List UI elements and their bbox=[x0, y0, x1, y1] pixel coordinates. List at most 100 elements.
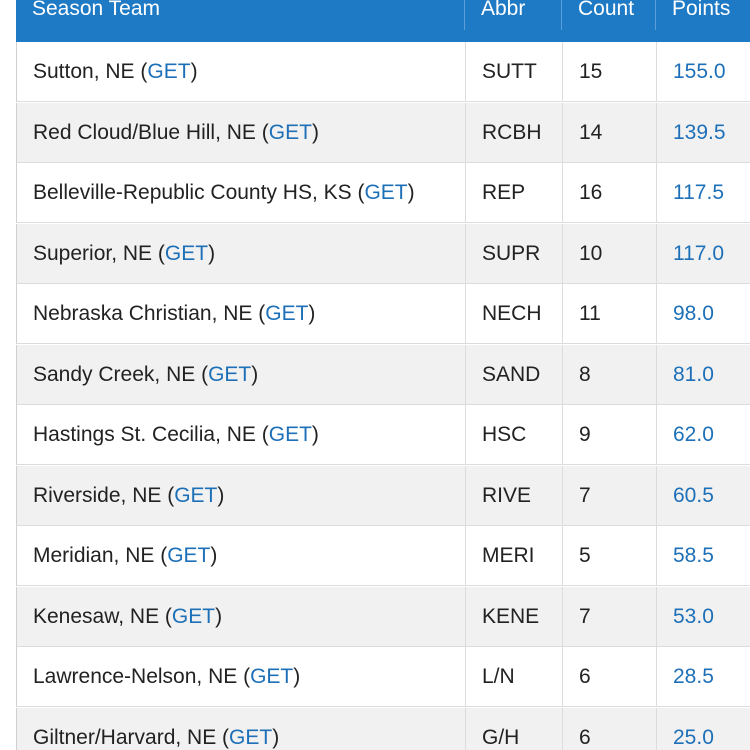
column-header: Abbr bbox=[464, 0, 561, 30]
table-row: Red Cloud/Blue Hill, NE (GET) RCBH 14 139.5 bbox=[16, 102, 750, 163]
points-cell: 25.0 bbox=[656, 707, 750, 750]
close-paren: ) bbox=[407, 181, 415, 204]
count-cell: 5 bbox=[562, 526, 656, 586]
get-link[interactable]: GET bbox=[250, 665, 294, 688]
team-name: Riverside, NE ( bbox=[33, 483, 175, 507]
points-cell: 155.0 bbox=[656, 42, 750, 102]
count-cell: 10 bbox=[562, 223, 656, 284]
team-cell: Hastings St. Cecilia, NE (GET) bbox=[17, 405, 465, 465]
close-paren: ) bbox=[272, 725, 280, 749]
get-link[interactable]: GET bbox=[147, 60, 191, 83]
abbr-cell: SUPR bbox=[465, 223, 562, 284]
count-cell: 15 bbox=[562, 42, 656, 102]
close-paren: ) bbox=[251, 362, 259, 386]
count-cell: 7 bbox=[562, 465, 656, 526]
close-paren: ) bbox=[311, 120, 319, 144]
team-cell: Belleville-Republic County HS, KS (GET) bbox=[17, 163, 465, 223]
team-cell: Superior, NE (GET) bbox=[17, 224, 465, 284]
table-row: Nebraska Christian, NE (GET) NECH 11 98.0 bbox=[16, 284, 750, 344]
team-cell: Red Cloud/Blue Hill, NE (GET) bbox=[17, 103, 465, 163]
column-header: Count bbox=[561, 0, 655, 30]
get-link[interactable]: GET bbox=[364, 181, 408, 204]
team-name: Kenesaw, NE ( bbox=[33, 604, 172, 628]
team-cell: Giltner/Harvard, NE (GET) bbox=[17, 708, 465, 750]
points-cell: 62.0 bbox=[656, 405, 750, 465]
team-name: Belleville-Republic County HS, KS ( bbox=[33, 181, 365, 204]
table-row: Belleville-Republic County HS, KS (GET) R… bbox=[16, 163, 750, 223]
table-row: Riverside, NE (GET) RIVE 7 60.5 bbox=[16, 465, 750, 526]
get-link[interactable]: GET bbox=[229, 725, 273, 749]
get-link[interactable]: GET bbox=[167, 544, 211, 567]
team-name: Sutton, NE ( bbox=[33, 60, 148, 83]
team-cell: Lawrence-Nelson, NE (GET) bbox=[17, 647, 465, 707]
close-paren: ) bbox=[190, 60, 198, 83]
table-row: Kenesaw, NE (GET) KENE 7 53.0 bbox=[16, 586, 750, 647]
table-row: Sandy Creek, NE (GET) SAND 8 81.0 bbox=[16, 344, 750, 405]
close-paren: ) bbox=[293, 665, 301, 688]
team-cell: Sutton, NE (GET) bbox=[17, 42, 465, 102]
count-cell: 16 bbox=[562, 163, 656, 223]
abbr-cell: RCBH bbox=[465, 102, 562, 163]
abbr-cell: SUTT bbox=[465, 42, 562, 102]
count-cell: 6 bbox=[562, 707, 656, 750]
get-link[interactable]: GET bbox=[265, 302, 309, 325]
close-paren: ) bbox=[215, 604, 223, 628]
team-name: Hastings St. Cecilia, NE ( bbox=[33, 423, 269, 446]
abbr-cell: REP bbox=[465, 163, 562, 223]
close-paren: ) bbox=[208, 241, 216, 265]
points-cell: 81.0 bbox=[656, 344, 750, 405]
abbr-cell: RIVE bbox=[465, 465, 562, 526]
abbr-cell: NECH bbox=[465, 284, 562, 344]
abbr-cell: L/N bbox=[465, 647, 562, 707]
count-cell: 9 bbox=[562, 405, 656, 465]
team-cell: Nebraska Christian, NE (GET) bbox=[17, 284, 465, 344]
count-cell: 6 bbox=[562, 647, 656, 707]
points-cell: 53.0 bbox=[656, 586, 750, 647]
table-row: Giltner/Harvard, NE (GET) G/H 6 25.0 bbox=[16, 707, 750, 750]
team-cell: Meridian, NE (GET) bbox=[17, 526, 465, 586]
team-cell: Riverside, NE (GET) bbox=[17, 466, 465, 526]
team-cell: Kenesaw, NE (GET) bbox=[17, 587, 465, 647]
table-row: Lawrence-Nelson, NE (GET) L/N 6 28.5 bbox=[16, 647, 750, 707]
abbr-cell: HSC bbox=[465, 405, 562, 465]
points-cell: 58.5 bbox=[656, 526, 750, 586]
table-row: Superior, NE (GET) SUPR 10 117.0 bbox=[16, 223, 750, 284]
column-header: Season Team bbox=[32, 0, 161, 20]
get-link[interactable]: GET bbox=[208, 362, 252, 386]
team-cell: Sandy Creek, NE (GET) bbox=[17, 345, 465, 405]
team-name: Sandy Creek, NE ( bbox=[33, 362, 209, 386]
table-row: Hastings St. Cecilia, NE (GET) HSC 9 62.0 bbox=[16, 405, 750, 465]
close-paren: ) bbox=[210, 544, 218, 567]
table-header: Season Team Abbr Count Points bbox=[16, 0, 750, 42]
team-name: Nebraska Christian, NE ( bbox=[33, 302, 266, 325]
count-cell: 14 bbox=[562, 102, 656, 163]
team-name: Red Cloud/Blue Hill, NE ( bbox=[33, 120, 269, 144]
close-paren: ) bbox=[308, 302, 316, 325]
team-name: Giltner/Harvard, NE ( bbox=[33, 725, 230, 749]
points-cell: 117.0 bbox=[656, 223, 750, 284]
abbr-cell: SAND bbox=[465, 344, 562, 405]
table-row: Meridian, NE (GET) MERI 5 58.5 bbox=[16, 526, 750, 586]
get-link[interactable]: GET bbox=[171, 604, 216, 628]
points-cell: 139.5 bbox=[656, 102, 750, 163]
get-link[interactable]: GET bbox=[174, 483, 218, 507]
table-row: Sutton, NE (GET) SUTT 15 155.0 bbox=[16, 42, 750, 102]
get-link[interactable]: GET bbox=[268, 423, 312, 446]
abbr-cell: KENE bbox=[465, 586, 562, 647]
points-cell: 117.5 bbox=[656, 163, 750, 223]
close-paren: ) bbox=[311, 423, 319, 446]
get-link[interactable]: GET bbox=[268, 120, 312, 144]
count-cell: 8 bbox=[562, 344, 656, 405]
team-name: Meridian, NE ( bbox=[33, 544, 168, 567]
points-cell: 60.5 bbox=[656, 465, 750, 526]
get-link[interactable]: GET bbox=[164, 241, 209, 265]
count-cell: 11 bbox=[562, 284, 656, 344]
team-name: Superior, NE ( bbox=[33, 241, 165, 265]
close-paren: ) bbox=[217, 483, 225, 507]
points-cell: 28.5 bbox=[656, 647, 750, 707]
points-cell: 98.0 bbox=[656, 284, 750, 344]
count-cell: 7 bbox=[562, 586, 656, 647]
abbr-cell: G/H bbox=[465, 707, 562, 750]
abbr-cell: MERI bbox=[465, 526, 562, 586]
